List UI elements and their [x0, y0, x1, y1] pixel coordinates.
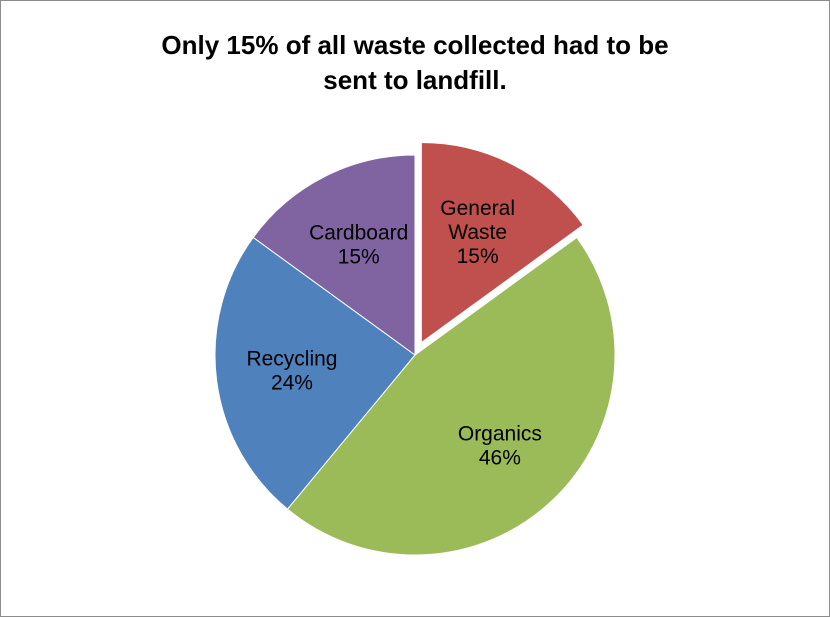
chart-title-line-2: sent to landfill. — [323, 65, 507, 95]
slice-value-text: 15% — [338, 246, 380, 269]
slice-name-text: General — [440, 197, 515, 220]
pie-slice-recycling — [214, 236, 416, 510]
chart-title-line-1: Only 15% of all waste collected had to b… — [161, 30, 669, 60]
chart-title: Only 15% of all waste collected had to b… — [0, 28, 830, 98]
slice-label-recycling: Recycling 24% — [246, 348, 337, 395]
slice-value-text: 46% — [479, 446, 521, 469]
slice-label-organics: Organics 46% — [458, 422, 542, 469]
slice-name-text: Organics — [458, 422, 542, 445]
slice-value-text: 24% — [271, 372, 313, 395]
pie-slice-general-waste — [420, 142, 584, 344]
slice-name-text: Recycling — [246, 348, 337, 371]
slice-label-general-waste: General Waste 15% — [440, 197, 515, 268]
slice-name-text: Cardboard — [309, 222, 408, 245]
pie-slice-organics — [286, 236, 616, 556]
slice-label-cardboard: Cardboard 15% — [309, 222, 408, 269]
slice-name-text: Waste — [448, 221, 507, 244]
slice-value-text: 15% — [457, 245, 499, 268]
pie-slice-cardboard — [252, 154, 416, 356]
